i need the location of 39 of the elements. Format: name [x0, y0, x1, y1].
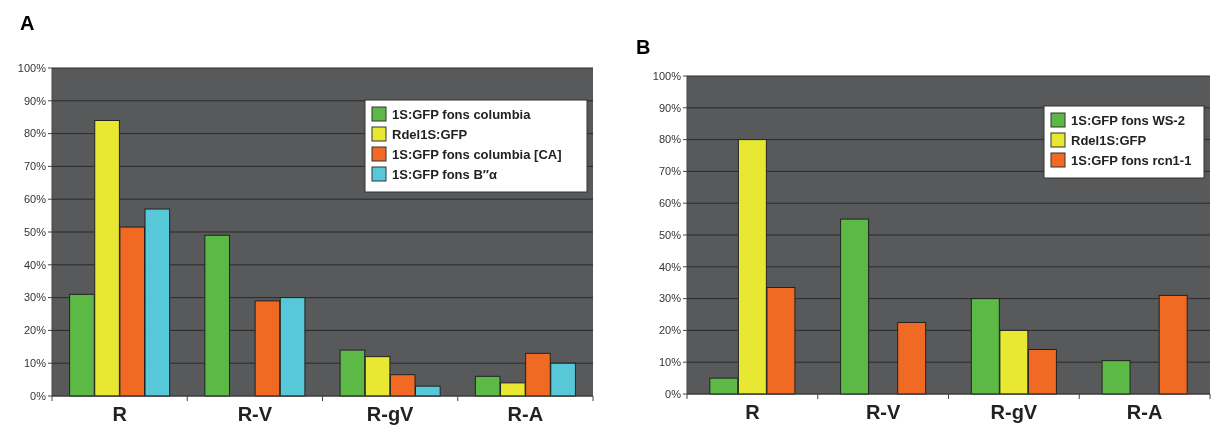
y-tick-label: 10% [658, 356, 682, 369]
y-tick-label: 100% [652, 69, 682, 82]
y-tick-label: 70% [658, 165, 682, 178]
y-tick-label: 60% [23, 193, 47, 206]
y-tick-label: 40% [658, 260, 682, 273]
x-tick-label: R-V [237, 403, 273, 425]
legend-label: Rdel1S:GFP [392, 127, 468, 142]
chart-title: B [636, 36, 651, 58]
legend-label: 1S:GFP fons columbia [CA] [392, 147, 562, 162]
x-tick-label: R-gV [366, 403, 415, 425]
y-tick-label: 30% [23, 291, 47, 304]
y-tick-label: 30% [658, 292, 682, 305]
x-tick-label: R-V [865, 401, 901, 423]
y-tick-label: 70% [23, 160, 47, 173]
x-tick-label: R-A [507, 403, 544, 425]
x-tick-label: R-gV [990, 401, 1038, 423]
legend-label: 1S:GFP fons B″α [392, 167, 497, 182]
y-tick-label: 0% [665, 387, 682, 400]
y-tick-label: 100% [17, 61, 47, 74]
y-tick-label: 90% [23, 94, 47, 107]
y-tick-label: 90% [658, 101, 682, 114]
x-tick-label: R [745, 401, 761, 423]
x-tick-label: R-A [1126, 401, 1163, 423]
chart-title: A [20, 12, 35, 34]
y-tick-label: 60% [658, 197, 682, 210]
y-tick-label: 50% [23, 225, 47, 238]
x-tick-label: R [112, 403, 128, 425]
y-tick-label: 40% [23, 258, 47, 271]
y-tick-label: 20% [23, 324, 47, 337]
legend-label: 1S:GFP fons rcn1-1 [1071, 153, 1192, 168]
y-tick-label: 80% [658, 133, 682, 146]
legend-label: 1S:GFP fons columbia [392, 107, 532, 122]
y-tick-label: 10% [23, 357, 47, 370]
y-tick-label: 0% [30, 389, 47, 402]
legend-label: Rdel1S:GFP [1071, 133, 1147, 148]
y-tick-label: 20% [658, 324, 682, 337]
legend-label: 1S:GFP fons WS-2 [1071, 113, 1185, 128]
y-tick-label: 80% [23, 127, 47, 140]
y-tick-label: 50% [658, 228, 682, 241]
